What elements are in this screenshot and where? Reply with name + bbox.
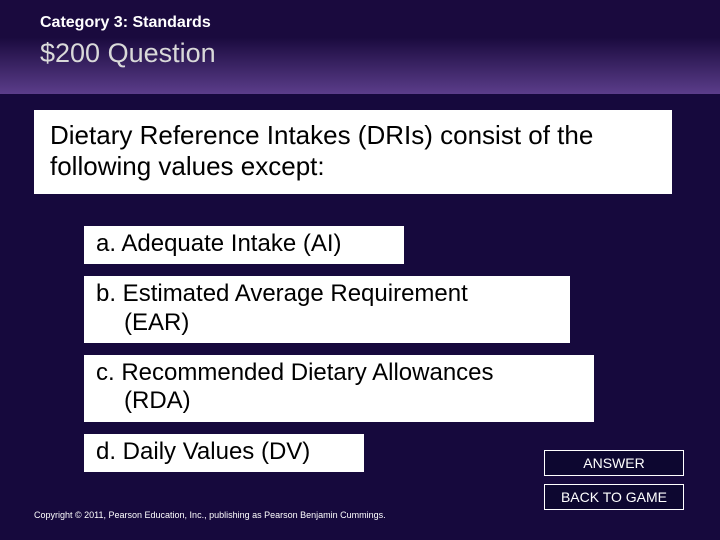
question-text: Dietary Reference Intakes (DRIs) consist… — [34, 110, 672, 194]
option-c-line2: (RDA) — [96, 387, 582, 415]
option-d-text: d. Daily Values (DV) — [96, 438, 310, 465]
slide-header: Category 3: Standards $200 Question — [0, 0, 720, 94]
slide-content: Dietary Reference Intakes (DRIs) consist… — [0, 94, 720, 540]
category-label: Category 3: Standards — [40, 14, 680, 32]
option-a-text: a. Adequate Intake (AI) — [96, 230, 342, 257]
answer-options: a. Adequate Intake (AI) b. Estimated Ave… — [84, 226, 684, 472]
option-c-line1: c. Recommended Dietary Allowances — [96, 359, 494, 386]
copyright-text: Copyright © 2011, Pearson Education, Inc… — [34, 510, 386, 520]
option-d: d. Daily Values (DV) — [84, 434, 364, 472]
option-b: b. Estimated Average Requirement (EAR) — [84, 276, 570, 343]
back-to-game-button[interactable]: BACK TO GAME — [544, 484, 684, 510]
question-value-title: $200 Question — [40, 38, 680, 69]
option-c: c. Recommended Dietary Allowances (RDA) — [84, 355, 594, 422]
nav-buttons: ANSWER BACK TO GAME — [544, 450, 684, 510]
option-b-line2: (EAR) — [96, 309, 558, 337]
option-b-line1: b. Estimated Average Requirement — [96, 280, 468, 307]
option-a: a. Adequate Intake (AI) — [84, 226, 404, 264]
answer-button[interactable]: ANSWER — [544, 450, 684, 476]
